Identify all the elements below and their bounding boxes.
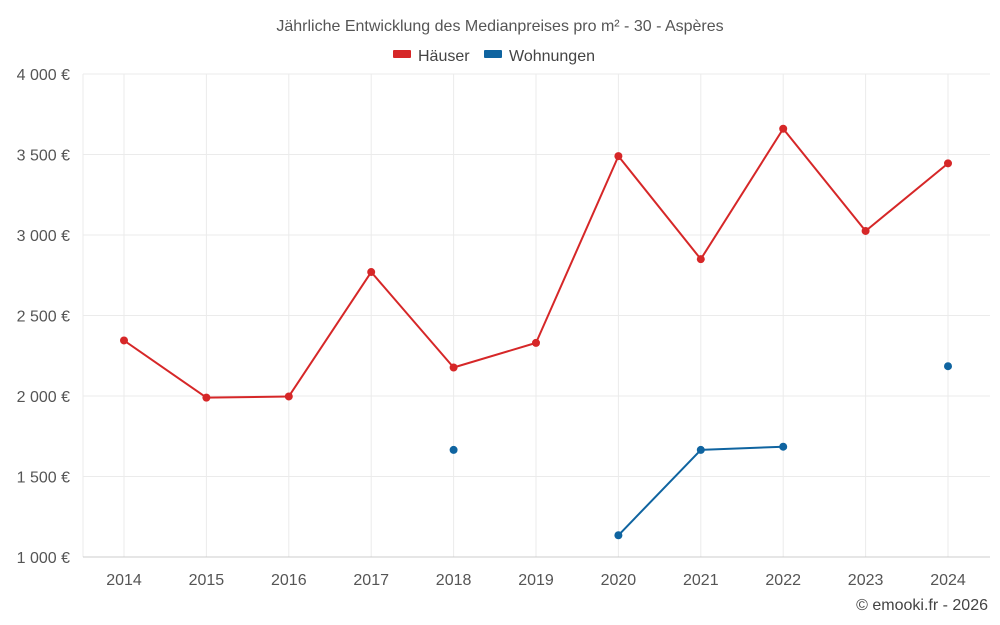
series-wohnungen <box>449 362 952 540</box>
series-line-segment-haeuser <box>452 341 537 369</box>
y-tick-label: 4 000 € <box>17 67 70 84</box>
data-point-haeuser-2021[interactable] <box>696 255 705 264</box>
x-tick-label: 2020 <box>601 572 637 589</box>
series-line-segment-haeuser <box>123 339 208 399</box>
data-point-haeuser-2014[interactable] <box>120 336 128 345</box>
x-tick-label: 2018 <box>436 572 472 589</box>
data-point-haeuser-2015[interactable] <box>202 393 211 402</box>
series-line-segment-haeuser <box>699 127 785 261</box>
data-point-haeuser-2017[interactable] <box>367 268 376 277</box>
series-layer <box>120 124 952 540</box>
series-line-segment-haeuser <box>864 162 949 232</box>
grid-layer <box>82 73 990 557</box>
legend: Häuser Wohnungen <box>393 48 595 65</box>
x-tick-label: 2024 <box>930 572 966 589</box>
legend-item-haeuser[interactable]: Häuser <box>393 48 470 65</box>
series-line-segment-wohnungen <box>699 445 785 451</box>
x-tick-label: 2015 <box>189 572 225 589</box>
y-tick-label: 1 000 € <box>17 550 70 567</box>
series-line-segment-haeuser <box>287 271 373 398</box>
data-point-wohnungen-2024[interactable] <box>944 362 952 371</box>
x-tick-label: 2023 <box>848 572 884 589</box>
legend-label-wohnungen: Wohnungen <box>509 48 595 65</box>
data-point-haeuser-2016[interactable] <box>284 392 293 401</box>
x-tick-label: 2022 <box>765 572 801 589</box>
y-tick-label: 1 500 € <box>17 470 70 487</box>
y-tick-label: 2 500 € <box>17 309 70 326</box>
chart-title: Jährliche Entwicklung des Medianpreises … <box>276 18 723 35</box>
legend-swatch-wohnungen <box>484 50 502 58</box>
data-point-haeuser-2024[interactable] <box>944 159 952 168</box>
y-tick-label: 3 500 € <box>17 148 70 165</box>
data-point-wohnungen-2018[interactable] <box>449 445 458 454</box>
series-line-segment-haeuser <box>617 155 702 261</box>
data-point-haeuser-2019[interactable] <box>532 338 540 347</box>
data-point-wohnungen-2022[interactable] <box>779 442 788 451</box>
series-haeuser <box>120 124 952 402</box>
data-point-wohnungen-2021[interactable] <box>696 445 705 454</box>
series-line-segment-haeuser <box>205 395 290 399</box>
x-tick-label: 2017 <box>353 572 389 589</box>
data-point-haeuser-2018[interactable] <box>449 363 458 372</box>
axis-layer: 1 000 € 1 500 € 2 000 € 2 500 € 3 000 € 3 500… <box>17 67 990 589</box>
x-tick-label: 2019 <box>518 572 554 589</box>
legend-swatch-haeuser <box>393 50 411 58</box>
copyright-text: © emooki.fr - 2026 <box>856 597 988 614</box>
y-tick-label: 2 000 € <box>17 389 70 406</box>
legend-label-haeuser: Häuser <box>418 48 470 65</box>
y-tick-label: 3 000 € <box>17 228 70 245</box>
data-point-wohnungen-2020[interactable] <box>614 531 623 540</box>
data-point-haeuser-2022[interactable] <box>779 124 788 133</box>
x-tick-label: 2014 <box>106 572 142 589</box>
x-tick-label: 2021 <box>683 572 719 589</box>
legend-item-wohnungen[interactable]: Wohnungen <box>484 48 595 65</box>
series-line-segment-wohnungen <box>617 448 702 537</box>
plot-area: 1 000 € 1 500 € 2 000 € 2 500 € 3 000 € 3 500… <box>17 67 990 589</box>
data-point-haeuser-2023[interactable] <box>861 226 870 235</box>
series-line-segment-haeuser <box>370 271 455 369</box>
series-line-segment-haeuser <box>535 155 620 344</box>
series-line-segment-haeuser <box>782 127 867 232</box>
data-point-haeuser-2020[interactable] <box>614 152 623 161</box>
x-tick-label: 2016 <box>271 572 307 589</box>
